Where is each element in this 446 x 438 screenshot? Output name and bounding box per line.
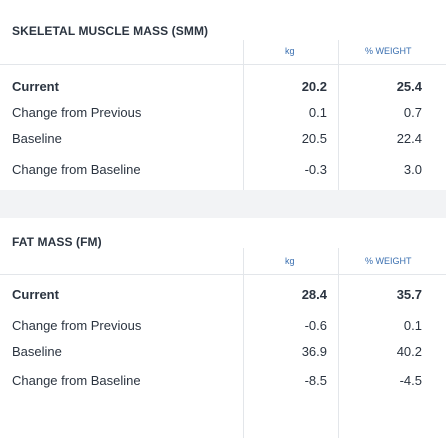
smm-weight-header: % WEIGHT	[365, 46, 412, 56]
smm-header-divider	[0, 64, 446, 65]
smm-section-title: SKELETAL MUSCLE MASS (SMM)	[12, 24, 209, 38]
smm-row-change-previous: Change from Previous 0.1 0.7	[0, 103, 446, 123]
kg-value: 20.5	[301, 131, 327, 146]
weight-percent-value: 40.2	[396, 344, 422, 359]
fm-col-divider-1	[243, 248, 244, 438]
row-label: Baseline	[12, 344, 62, 359]
kg-value: 0.1	[308, 105, 327, 120]
fm-row-baseline: Baseline 36.9 40.2	[0, 342, 446, 362]
row-label: Baseline	[12, 131, 62, 146]
weight-percent-value: 22.4	[396, 131, 422, 146]
smm-col-divider-2	[338, 40, 339, 190]
row-label: Current	[12, 79, 59, 94]
fm-panel: FAT MASS (FM) kg % WEIGHT Current 28.4 3…	[0, 218, 446, 438]
smm-row-change-baseline: Change from Baseline -0.3 3.0	[0, 160, 446, 180]
weight-percent-value: 0.1	[403, 318, 422, 333]
kg-value: -0.3	[304, 162, 327, 177]
smm-kg-header: kg	[285, 46, 295, 56]
fm-row-current: Current 28.4 35.7	[0, 285, 446, 305]
fm-row-change-baseline: Change from Baseline -8.5 -4.5	[0, 371, 446, 391]
kg-value: 20.2	[301, 79, 327, 94]
section-gap	[0, 190, 446, 218]
smm-row-current: Current 20.2 25.4	[0, 77, 446, 97]
row-label: Current	[12, 287, 59, 302]
kg-value: 28.4	[301, 287, 327, 302]
smm-col-divider-1	[243, 40, 244, 190]
fm-weight-header: % WEIGHT	[365, 256, 412, 266]
kg-value: -8.5	[304, 373, 327, 388]
fm-kg-header: kg	[285, 256, 295, 266]
weight-percent-value: 3.0	[403, 162, 422, 177]
kg-value: 36.9	[301, 344, 327, 359]
fm-header-divider	[0, 274, 446, 275]
fm-section-title: FAT MASS (FM)	[12, 235, 102, 249]
row-label: Change from Baseline	[12, 162, 141, 177]
row-label: Change from Previous	[12, 105, 142, 120]
smm-panel: SKELETAL MUSCLE MASS (SMM) kg % WEIGHT C…	[0, 0, 446, 190]
fm-col-divider-2	[338, 248, 339, 438]
weight-percent-value: 0.7	[403, 105, 422, 120]
kg-value: -0.6	[304, 318, 327, 333]
row-label: Change from Baseline	[12, 373, 141, 388]
fm-row-change-previous: Change from Previous -0.6 0.1	[0, 316, 446, 336]
smm-row-baseline: Baseline 20.5 22.4	[0, 129, 446, 149]
weight-percent-value: -4.5	[399, 373, 422, 388]
row-label: Change from Previous	[12, 318, 142, 333]
weight-percent-value: 25.4	[396, 79, 422, 94]
weight-percent-value: 35.7	[396, 287, 422, 302]
